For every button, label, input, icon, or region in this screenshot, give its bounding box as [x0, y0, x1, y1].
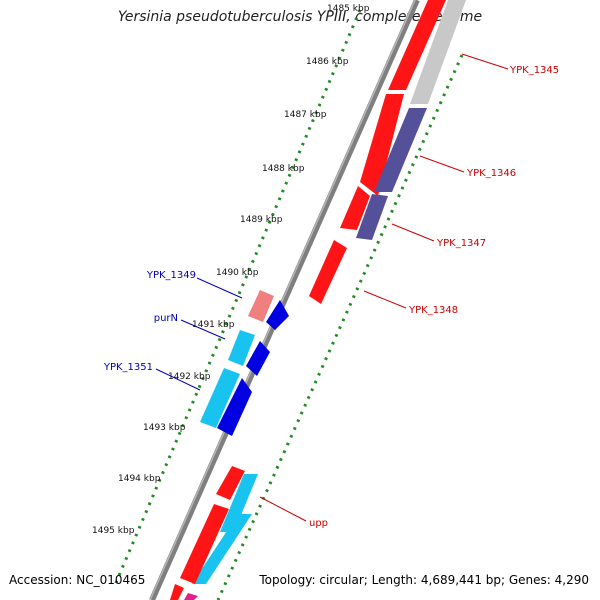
gene-label[interactable]: YPK_1351 — [103, 362, 153, 373]
gene-ypk-1348-arrow[interactable] — [309, 240, 347, 304]
gene-label[interactable]: YPK_1346 — [466, 168, 516, 179]
ruler-right-strand — [216, 54, 464, 600]
feature-track-right — [192, 0, 466, 584]
leader-ypk-1351 — [155, 368, 201, 391]
gene-ypk-1346-arrow[interactable] — [360, 94, 404, 196]
gene-label[interactable]: YPK_1345 — [509, 65, 559, 76]
leader-ypk-1347 — [391, 223, 435, 242]
gene-ypk-1349-arrow[interactable] — [266, 300, 289, 330]
gene-upp-cds[interactable] — [192, 514, 252, 584]
genome-title: Yersinia pseudotuberculosis YPIII, compl… — [117, 9, 483, 25]
topology-info: Topology: circular; Length: 4,689,441 bp… — [259, 573, 589, 587]
gene-red-arrow-lower-2[interactable] — [180, 504, 229, 584]
gene-ypk-1351-arrow[interactable] — [217, 378, 252, 436]
ruler-label: 1489 kbp — [240, 215, 283, 225]
feature-track-left — [200, 290, 289, 436]
ruler-label: 1495 kbp — [92, 526, 135, 536]
feature-track-lower — [170, 466, 245, 600]
ruler-left-strand — [113, 9, 362, 586]
ruler-tick-labels: 1485 kbp 1486 kbp 1487 kbp 1488 kbp 1489… — [92, 4, 370, 536]
ruler-label: 1492 kbp — [168, 372, 211, 382]
gene-ypk-1345-arrow[interactable] — [388, 0, 446, 90]
gene-labels-right: YPK_1345 YPK_1346 YPK_1347 YPK_1348 upp — [309, 65, 559, 529]
accession-info: Accession: NC_010465 — [9, 573, 146, 587]
gene-label[interactable]: upp — [309, 518, 328, 529]
ruler-label: 1487 kbp — [284, 110, 327, 120]
gene-label[interactable]: YPK_1348 — [408, 305, 458, 316]
gene-ypk-1351-cds[interactable] — [200, 368, 240, 428]
leader-ypk-1349 — [196, 277, 243, 299]
genome-backbone — [149, 0, 420, 600]
gene-red-arrow-lower-1[interactable] — [216, 466, 245, 500]
gene-ypk-1349-cds[interactable] — [248, 290, 274, 322]
cds-purple-small[interactable] — [356, 194, 388, 240]
gene-labels-left: YPK_1349 purN YPK_1351 — [103, 270, 196, 373]
gene-label[interactable]: YPK_1349 — [146, 270, 196, 281]
leader-ypk-1346 — [419, 155, 465, 173]
leader-upp — [259, 496, 307, 522]
genome-backbone-highlight — [149, 0, 416, 600]
cds-grey-bar[interactable] — [410, 0, 466, 104]
ruler-label: 1485 kbp — [327, 4, 370, 14]
gene-red-arrow-lower-3[interactable] — [170, 584, 184, 600]
cds-purple-bar[interactable] — [374, 108, 427, 192]
leader-purn — [180, 319, 226, 340]
ruler-label: 1494 kbp — [118, 474, 161, 484]
ruler-label: 1490 kbp — [216, 268, 259, 278]
gene-purn-arrow[interactable] — [246, 341, 270, 376]
gene-ypk-1347-arrow[interactable] — [340, 186, 370, 230]
ruler-label: 1488 kbp — [262, 164, 305, 174]
ruler-label: 1493 kbp — [143, 423, 186, 433]
gene-magenta-cds[interactable] — [184, 593, 198, 600]
leader-ypk-1348 — [363, 290, 407, 309]
gene-label[interactable]: YPK_1347 — [436, 238, 486, 249]
gene-label[interactable]: purN — [154, 313, 178, 324]
ruler-label: 1486 kbp — [306, 57, 349, 67]
ruler-label: 1491 kbp — [192, 320, 235, 330]
gene-purn-cds[interactable] — [228, 330, 255, 366]
gene-upp-arrow[interactable] — [220, 474, 258, 532]
leader-lines — [155, 53, 509, 522]
leader-ypk-1345 — [461, 53, 509, 70]
